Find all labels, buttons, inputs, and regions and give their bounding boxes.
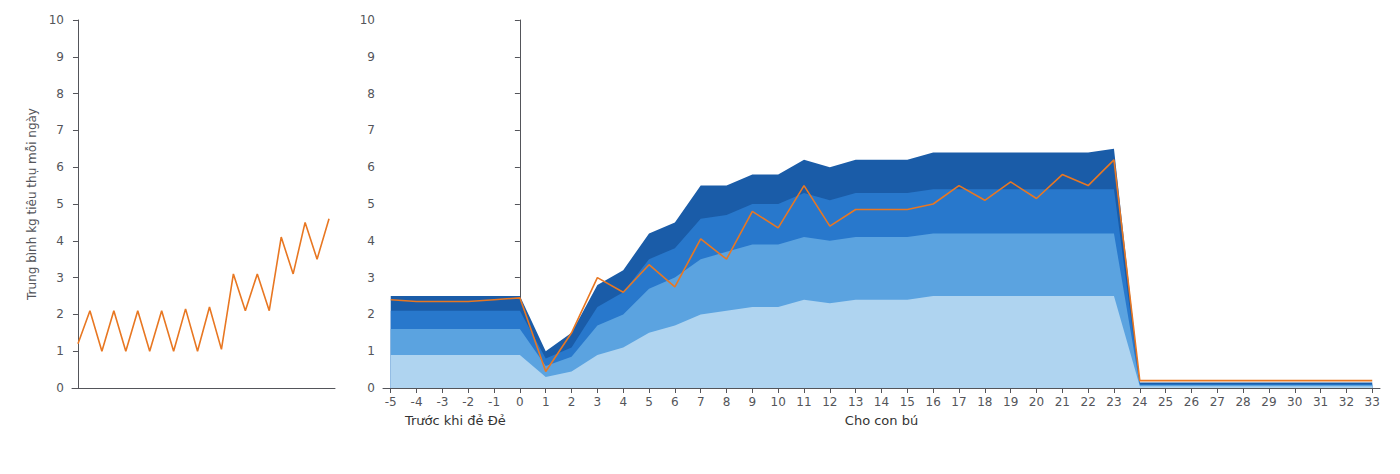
svg-text:8: 8 bbox=[367, 87, 375, 101]
svg-text:21: 21 bbox=[1055, 395, 1070, 409]
svg-text:5: 5 bbox=[645, 395, 653, 409]
svg-text:11: 11 bbox=[796, 395, 811, 409]
svg-text:9: 9 bbox=[749, 395, 757, 409]
svg-text:30: 30 bbox=[1287, 395, 1302, 409]
svg-text:7: 7 bbox=[367, 123, 375, 137]
svg-text:3: 3 bbox=[56, 271, 64, 285]
svg-text:3: 3 bbox=[367, 271, 375, 285]
svg-text:12: 12 bbox=[822, 395, 837, 409]
svg-text:4: 4 bbox=[367, 234, 375, 248]
svg-text:Trung bình kg tiêu thụ mỗi ngà: Trung bình kg tiêu thụ mỗi ngày bbox=[25, 108, 39, 301]
svg-text:6: 6 bbox=[367, 160, 375, 174]
svg-text:9: 9 bbox=[367, 50, 375, 64]
svg-text:Cho con bú: Cho con bú bbox=[845, 413, 918, 428]
svg-text:7: 7 bbox=[56, 123, 64, 137]
svg-text:18: 18 bbox=[977, 395, 992, 409]
svg-text:27: 27 bbox=[1210, 395, 1225, 409]
svg-text:26: 26 bbox=[1184, 395, 1199, 409]
svg-text:0: 0 bbox=[516, 395, 524, 409]
svg-text:33: 33 bbox=[1365, 395, 1380, 409]
svg-text:29: 29 bbox=[1261, 395, 1276, 409]
svg-text:16: 16 bbox=[926, 395, 941, 409]
svg-text:5: 5 bbox=[56, 197, 64, 211]
svg-text:28: 28 bbox=[1235, 395, 1250, 409]
svg-text:0: 0 bbox=[367, 381, 375, 395]
svg-text:6: 6 bbox=[56, 160, 64, 174]
svg-text:8: 8 bbox=[723, 395, 731, 409]
svg-text:-5: -5 bbox=[385, 395, 397, 409]
svg-text:1: 1 bbox=[542, 395, 550, 409]
svg-text:24: 24 bbox=[1132, 395, 1147, 409]
svg-text:2: 2 bbox=[367, 307, 375, 321]
svg-text:31: 31 bbox=[1313, 395, 1328, 409]
svg-text:14: 14 bbox=[874, 395, 889, 409]
svg-text:10: 10 bbox=[49, 13, 64, 27]
svg-text:9: 9 bbox=[56, 50, 64, 64]
svg-text:8: 8 bbox=[56, 87, 64, 101]
svg-text:-1: -1 bbox=[488, 395, 500, 409]
svg-text:4: 4 bbox=[56, 234, 64, 248]
svg-text:0: 0 bbox=[56, 381, 64, 395]
svg-text:3: 3 bbox=[594, 395, 602, 409]
svg-text:1: 1 bbox=[367, 344, 375, 358]
svg-text:23: 23 bbox=[1106, 395, 1121, 409]
svg-text:2: 2 bbox=[56, 307, 64, 321]
svg-text:15: 15 bbox=[900, 395, 915, 409]
svg-text:20: 20 bbox=[1029, 395, 1044, 409]
svg-text:10: 10 bbox=[771, 395, 786, 409]
svg-text:19: 19 bbox=[1003, 395, 1018, 409]
svg-text:10: 10 bbox=[360, 13, 375, 27]
svg-text:-2: -2 bbox=[462, 395, 474, 409]
svg-text:25: 25 bbox=[1158, 395, 1173, 409]
svg-text:7: 7 bbox=[697, 395, 705, 409]
svg-text:4: 4 bbox=[619, 395, 627, 409]
svg-text:2: 2 bbox=[568, 395, 576, 409]
svg-text:22: 22 bbox=[1080, 395, 1095, 409]
svg-text:-4: -4 bbox=[411, 395, 423, 409]
svg-text:Trước khi đẻ Đẻ: Trước khi đẻ Đẻ bbox=[404, 413, 506, 428]
svg-text:17: 17 bbox=[951, 395, 966, 409]
svg-text:1: 1 bbox=[56, 344, 64, 358]
svg-text:13: 13 bbox=[848, 395, 863, 409]
svg-text:5: 5 bbox=[367, 197, 375, 211]
svg-text:32: 32 bbox=[1339, 395, 1354, 409]
svg-text:6: 6 bbox=[671, 395, 679, 409]
svg-text:-3: -3 bbox=[436, 395, 448, 409]
